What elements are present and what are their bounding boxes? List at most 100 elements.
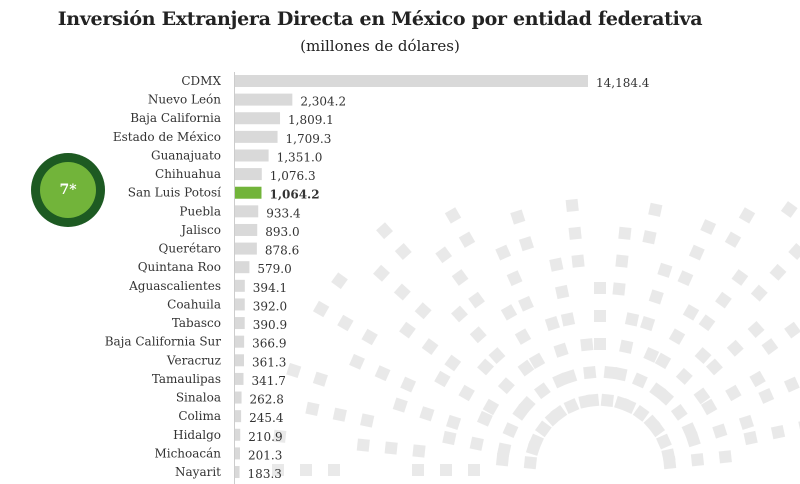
watermark-block <box>677 270 694 287</box>
watermark-block <box>376 222 394 240</box>
watermark-block <box>550 404 568 422</box>
watermark-block <box>718 450 732 464</box>
watermark-block <box>648 420 666 438</box>
data-label: 183.3 <box>248 467 282 481</box>
data-label: 262.8 <box>250 393 284 407</box>
watermark-block <box>500 304 518 321</box>
category-label: San Luis Potosí <box>128 186 221 200</box>
watermark-block <box>419 406 435 422</box>
bar <box>235 391 242 404</box>
watermark-block <box>506 270 523 287</box>
watermark-block <box>412 464 424 476</box>
watermark-block <box>712 423 728 439</box>
watermark-block <box>528 433 544 450</box>
bar <box>235 428 241 441</box>
watermark-block <box>528 352 546 370</box>
watermark-block <box>510 209 526 225</box>
watermark-block <box>549 257 564 272</box>
watermark-block <box>688 244 705 261</box>
watermark-block <box>560 312 576 327</box>
watermark-block <box>657 262 673 278</box>
watermark-block <box>286 362 302 379</box>
watermark-block <box>305 401 320 416</box>
bar <box>235 186 262 199</box>
bar <box>235 447 241 460</box>
data-label: 392.0 <box>253 299 287 313</box>
watermark-block <box>349 353 365 370</box>
watermark-block <box>738 414 755 430</box>
category-label: Coahuila <box>167 297 221 311</box>
data-label: 1,076.3 <box>270 169 316 183</box>
category-label: Aguascalientes <box>128 279 221 293</box>
watermark-block <box>758 388 775 404</box>
watermark-block <box>668 328 686 345</box>
watermark-block <box>553 342 569 358</box>
watermark-block <box>731 269 749 286</box>
watermark-block <box>565 198 579 213</box>
bar <box>235 279 245 292</box>
watermark-block <box>469 436 484 451</box>
watermark-block <box>331 272 348 290</box>
bar <box>235 93 293 106</box>
watermark-block <box>273 429 287 443</box>
watermark-block <box>783 376 800 393</box>
watermark-block <box>571 254 585 268</box>
watermark-block <box>648 202 663 217</box>
watermark-block <box>360 413 375 428</box>
watermark-block <box>517 359 535 377</box>
watermark-block <box>300 464 312 476</box>
watermark-block <box>337 314 354 332</box>
watermark-block <box>648 289 664 305</box>
rank-badge: 7* <box>31 153 105 227</box>
watermark-block <box>700 398 718 416</box>
watermark-block <box>649 382 666 400</box>
watermark-block <box>477 358 495 376</box>
watermark-block <box>400 376 417 393</box>
bar <box>235 335 245 348</box>
watermark-block <box>594 310 606 322</box>
watermark-block <box>583 365 597 380</box>
watermark-block <box>690 453 705 467</box>
watermark-block <box>750 284 768 302</box>
bar <box>235 205 259 218</box>
data-label: 933.4 <box>266 206 301 220</box>
data-label: 878.6 <box>265 244 299 258</box>
watermark-block <box>555 284 570 300</box>
watermark-block <box>770 425 786 440</box>
bar <box>235 410 242 423</box>
watermark-block <box>632 404 650 422</box>
watermark-block <box>328 464 340 476</box>
category-label: Sinaloa <box>176 391 221 405</box>
watermark-block <box>618 226 632 240</box>
data-label: 1,064.2 <box>269 188 319 202</box>
watermark-block <box>615 254 629 268</box>
watermark-block <box>562 369 578 385</box>
category-label: Nayarit <box>175 465 221 479</box>
watermark-block <box>518 295 534 312</box>
watermark-block <box>694 347 712 365</box>
bar <box>235 298 245 311</box>
data-label: 210.9 <box>248 430 282 444</box>
watermark-block <box>272 464 284 476</box>
watermark-block <box>624 312 640 327</box>
watermark-block <box>544 315 560 332</box>
watermark-block <box>747 321 765 338</box>
watermark-block <box>495 244 512 261</box>
watermark-block <box>619 339 634 354</box>
watermark-block <box>374 365 391 382</box>
watermark-block <box>654 352 672 370</box>
data-label: 1,809.1 <box>288 113 334 127</box>
watermark-block <box>356 438 370 452</box>
watermark-block <box>613 367 628 382</box>
watermark-block <box>594 338 606 350</box>
watermark-block <box>715 291 732 309</box>
data-label: 201.3 <box>248 448 282 462</box>
watermark-block <box>600 393 614 407</box>
category-label: Querétaro <box>159 242 221 256</box>
watermark-block <box>743 430 758 446</box>
bar <box>235 223 258 236</box>
bar <box>235 130 278 143</box>
bar <box>235 75 588 87</box>
watermark-block <box>693 387 711 405</box>
bar <box>235 242 257 255</box>
